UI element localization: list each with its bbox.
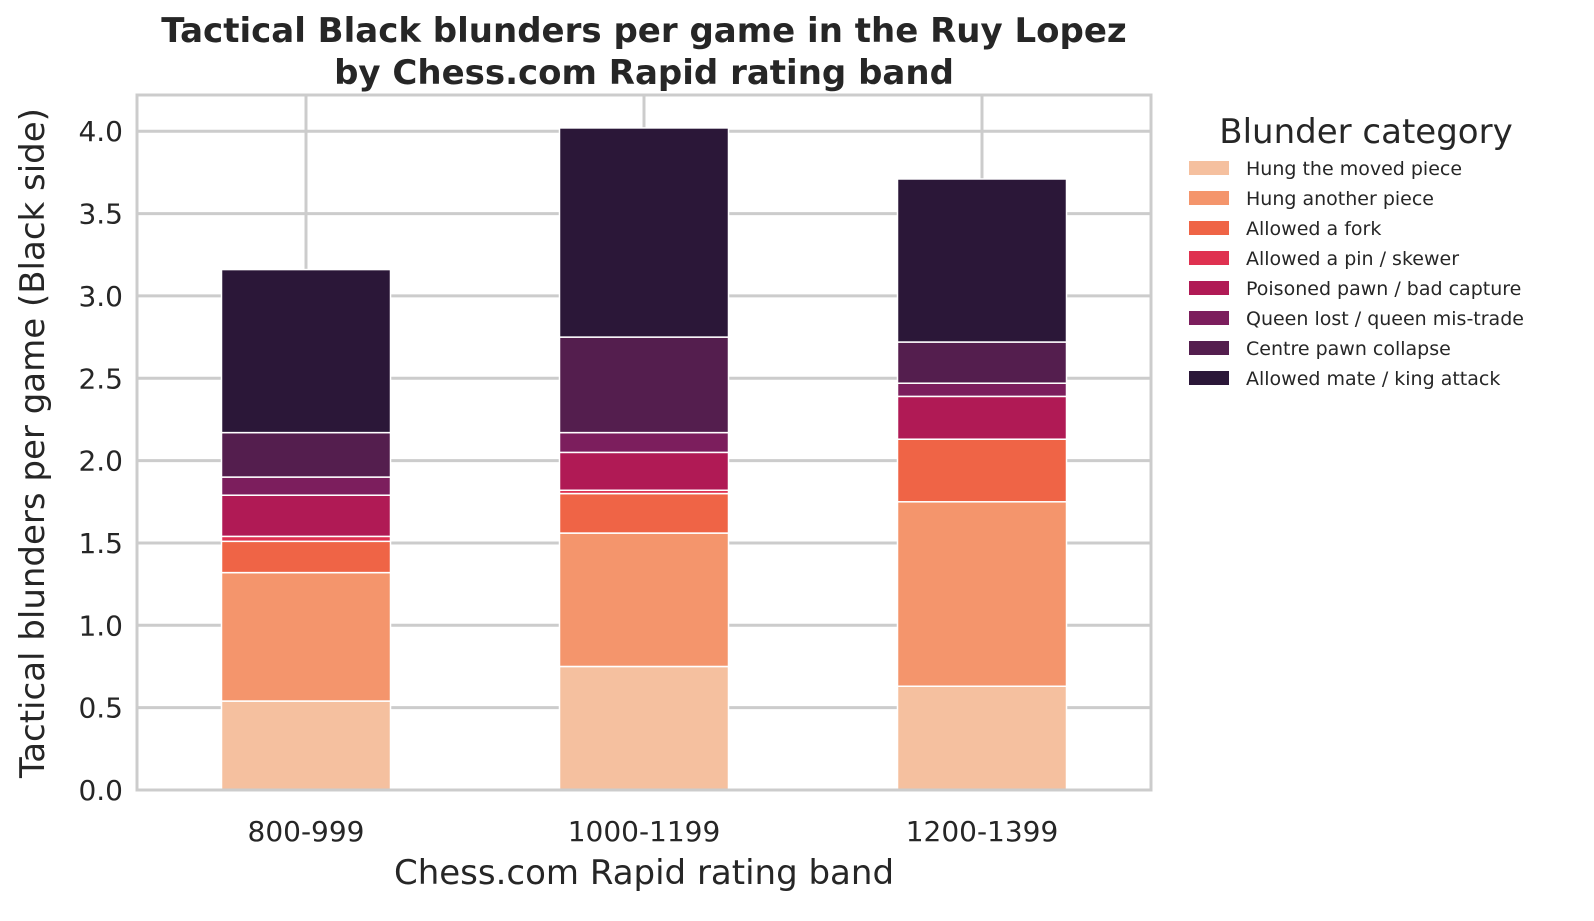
bar-segment — [220, 700, 392, 791]
legend: Blunder category Hung the moved pieceHun… — [1189, 112, 1524, 390]
legend-label: Hung another piece — [1246, 188, 1434, 210]
y-tick-label: 1.5 — [78, 527, 123, 560]
y-tick-label: 1.0 — [78, 609, 123, 642]
x-axis-label: Chess.com Rapid rating band — [394, 853, 894, 893]
legend-swatch — [1189, 251, 1229, 265]
bar-segment — [558, 336, 730, 434]
bar-segment — [220, 540, 392, 574]
y-tick-label: 0.5 — [78, 692, 123, 725]
legend-swatch — [1189, 161, 1229, 175]
legend-items: Hung the moved piece Hung another piece Al… — [1189, 158, 1524, 390]
legend-swatch — [1189, 311, 1229, 325]
legend-swatch — [1189, 371, 1229, 385]
y-tick-label: 3.5 — [78, 198, 123, 231]
chart-subtitle: by Chess.com Rapid rating band — [334, 53, 954, 93]
y-tick-label: 2.5 — [78, 362, 123, 395]
bar-segment — [558, 532, 730, 668]
legend-label: Allowed mate / king attack — [1246, 368, 1500, 390]
bar-segment — [220, 268, 392, 434]
chart-title: Tactical Black blunders per game in the … — [161, 11, 1126, 51]
y-tick-labels: 0.0 0.5 1.0 1.5 2.0 2.5 3.0 3.5 4.0 — [78, 115, 123, 807]
x-tick-label: 1000-1199 — [568, 815, 721, 848]
y-tick-label: 4.0 — [78, 115, 123, 148]
bar-segment — [558, 492, 730, 534]
bar-segment — [896, 382, 1068, 398]
y-axis-label: Tactical blunders per game (Black side) — [13, 108, 53, 779]
bars — [220, 127, 1068, 791]
y-tick-label: 0.0 — [78, 774, 123, 807]
legend-swatch — [1189, 221, 1229, 235]
legend-label: Allowed a fork — [1246, 218, 1381, 240]
x-tick-labels: 800-999 1000-1199 1200-1399 — [248, 815, 1059, 848]
legend-label: Poisoned pawn / bad capture — [1246, 278, 1521, 300]
legend-label: Queen lost / queen mis-trade — [1246, 308, 1524, 330]
bar-segment — [896, 178, 1068, 343]
legend-label: Allowed a pin / skewer — [1246, 248, 1459, 270]
bar-segment — [220, 571, 392, 702]
bar-segment — [220, 431, 392, 478]
bar-segment — [896, 341, 1068, 384]
bar-segment — [220, 494, 392, 538]
y-tick-label: 2.0 — [78, 445, 123, 478]
bar-segment — [896, 685, 1068, 791]
x-tick-label: 1200-1399 — [906, 815, 1059, 848]
bar-segment — [558, 431, 730, 454]
legend-swatch — [1189, 341, 1229, 355]
plot-frame — [135, 93, 1153, 792]
bar-segment — [220, 476, 392, 496]
bar-segment — [558, 451, 730, 492]
legend-label: Hung the moved piece — [1246, 158, 1462, 180]
legend-title: Blunder category — [1219, 112, 1512, 152]
bar-segment — [558, 127, 730, 338]
legend-swatch — [1189, 281, 1229, 295]
legend-swatch — [1189, 191, 1229, 205]
legend-label: Centre pawn collapse — [1246, 338, 1451, 360]
bar-segment — [896, 395, 1068, 440]
bar-segment — [558, 665, 730, 791]
x-tick-label: 800-999 — [248, 815, 365, 848]
bar-segment — [896, 501, 1068, 687]
y-tick-label: 3.0 — [78, 280, 123, 313]
bar-segment — [896, 438, 1068, 503]
